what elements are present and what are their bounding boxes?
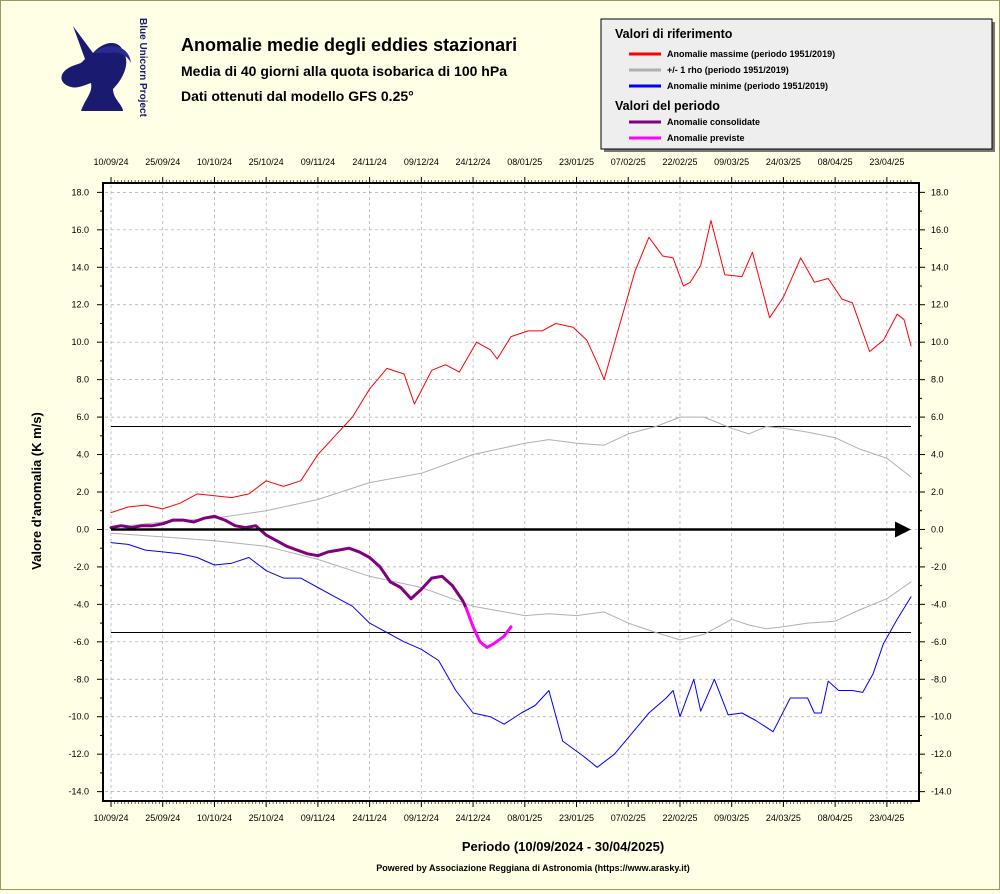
y-tick-label-right: 6.0 [931, 412, 944, 422]
y-tick-label-right: -10.0 [931, 712, 952, 722]
zero-axis-arrowhead [895, 521, 911, 538]
y-tick-label-left: -4.0 [73, 599, 89, 609]
series-line-0 [110, 220, 912, 514]
x-tick-label-top: 08/01/25 [507, 157, 542, 167]
x-tick-label-top: 09/03/25 [714, 157, 749, 167]
logo-text: Blue Unicorn Project [137, 18, 148, 118]
x-tick-label-top: 23/01/25 [559, 157, 594, 167]
x-tick-label-bottom: 24/12/24 [456, 813, 491, 823]
x-tick-label-top: 07/02/25 [611, 157, 646, 167]
x-tick-label-bottom: 24/11/24 [352, 813, 386, 823]
y-tick-label-left: 2.0 [76, 487, 89, 497]
y-tick-label-left: 12.0 [71, 300, 89, 310]
y-tick-label-left: 14.0 [71, 262, 89, 272]
x-tick-label-bottom: 22/02/25 [662, 813, 697, 823]
y-tick-label-right: 0.0 [931, 524, 944, 534]
y-tick-label-right: -6.0 [931, 637, 947, 647]
y-tick-label-left: 4.0 [76, 450, 89, 460]
y-tick-label-right: 8.0 [931, 375, 944, 385]
x-tick-label-bottom: 09/03/25 [714, 813, 749, 823]
unicorn-logo [61, 26, 131, 111]
x-tick-label-bottom: 24/03/25 [766, 813, 801, 823]
x-tick-label-bottom: 23/04/25 [869, 813, 904, 823]
y-tick-label-right: 2.0 [931, 487, 944, 497]
x-tick-label-bottom: 25/09/24 [145, 813, 180, 823]
y-tick-label-left: 18.0 [71, 187, 89, 197]
legend-section-period: Valori del periodo [615, 99, 720, 113]
y-tick-label-right: -8.0 [931, 674, 947, 684]
legend-label: Anomalie minime (periodo 1951/2019) [667, 81, 828, 91]
x-axis-label: Periodo (10/09/2024 - 30/04/2025) [462, 839, 664, 854]
y-tick-label-right: 12.0 [931, 300, 949, 310]
x-tick-label-bottom: 23/01/25 [559, 813, 594, 823]
grid [105, 185, 917, 799]
x-tick-label-top: 25/09/24 [145, 157, 180, 167]
x-tick-label-bottom: 08/01/25 [507, 813, 542, 823]
y-tick-label-left: -6.0 [73, 637, 89, 647]
x-tick-label-bottom: 10/09/24 [93, 813, 128, 823]
y-axis-label: Valore d'anomalia (K m/s) [29, 412, 44, 570]
x-tick-label-bottom: 09/11/24 [301, 813, 335, 823]
x-tick-label-bottom: 08/04/25 [818, 813, 853, 823]
x-tick-label-top: 08/04/25 [818, 157, 853, 167]
x-tick-label-bottom: 25/10/24 [249, 813, 284, 823]
series-line-4 [109, 514, 468, 610]
y-tick-label-right: 4.0 [931, 450, 944, 460]
series-group [109, 220, 912, 768]
x-tick-label-top: 10/10/24 [197, 157, 232, 167]
y-tick-label-right: 16.0 [931, 225, 949, 235]
series-line-2 [110, 532, 912, 641]
x-tick-label-top: 24/03/25 [766, 157, 801, 167]
legend-label: Anomalie massime (periodo 1951/2019) [667, 49, 835, 59]
y-tick-label-left: -12.0 [68, 749, 89, 759]
y-tick-label-right: -14.0 [931, 787, 952, 797]
y-tick-label-left: -10.0 [68, 712, 89, 722]
x-tick-label-top: 24/12/24 [456, 157, 491, 167]
y-tick-label-left: -8.0 [73, 674, 89, 684]
y-tick-label-left: 10.0 [71, 337, 89, 347]
y-tick-label-left: 16.0 [71, 225, 89, 235]
credit-text: Powered by Associazione Reggiana di Astr… [376, 863, 689, 873]
chart-subtitle-2: Dati ottenuti dal modello GFS 0.25° [181, 88, 414, 104]
x-tick-label-top: 25/10/24 [249, 157, 284, 167]
x-tick-label-top: 09/12/24 [404, 157, 439, 167]
y-tick-label-right: 10.0 [931, 337, 949, 347]
chart-subtitle-1: Media di 40 giorni alla quota isobarica … [181, 63, 507, 79]
legend-label: +/- 1 rho (periodo 1951/2019) [667, 65, 789, 75]
y-tick-label-left: -14.0 [68, 787, 89, 797]
x-tick-label-top: 23/04/25 [869, 157, 904, 167]
y-tick-label-left: 8.0 [76, 375, 89, 385]
x-tick-label-top: 10/09/24 [93, 157, 128, 167]
x-tick-label-bottom: 07/02/25 [611, 813, 646, 823]
x-tick-label-bottom: 10/10/24 [197, 813, 232, 823]
legend: Valori di riferimento Valori del periodo… [600, 18, 995, 152]
legend-section-ref: Valori di riferimento [615, 27, 733, 41]
x-tick-label-top: 22/02/25 [662, 157, 697, 167]
y-tick-label-left: 0.0 [76, 524, 89, 534]
series-line-5 [464, 606, 513, 649]
series-line-3 [110, 542, 912, 768]
y-tick-label-right: -2.0 [931, 562, 947, 572]
y-tick-label-left: -2.0 [73, 562, 89, 572]
axis-ticks: 18.0 18.0 16.0 16.0 14.0 14.0 12.0 12.0 10.0 10.0… [68, 157, 951, 823]
y-tick-label-left: 6.0 [76, 412, 89, 422]
y-tick-label-right: -4.0 [931, 599, 947, 609]
x-tick-label-top: 24/11/24 [352, 157, 386, 167]
x-tick-label-bottom: 09/12/24 [404, 813, 439, 823]
y-tick-label-right: 18.0 [931, 187, 949, 197]
y-tick-label-right: 14.0 [931, 262, 949, 272]
legend-label: Anomalie previste [667, 133, 745, 143]
chart-title: Anomalie medie degli eddies stazionari [181, 35, 517, 55]
series-line-1 [110, 416, 912, 529]
legend-label: Anomalie consolidate [667, 117, 760, 127]
x-tick-label-top: 09/11/24 [301, 157, 335, 167]
y-tick-label-right: -12.0 [931, 749, 952, 759]
